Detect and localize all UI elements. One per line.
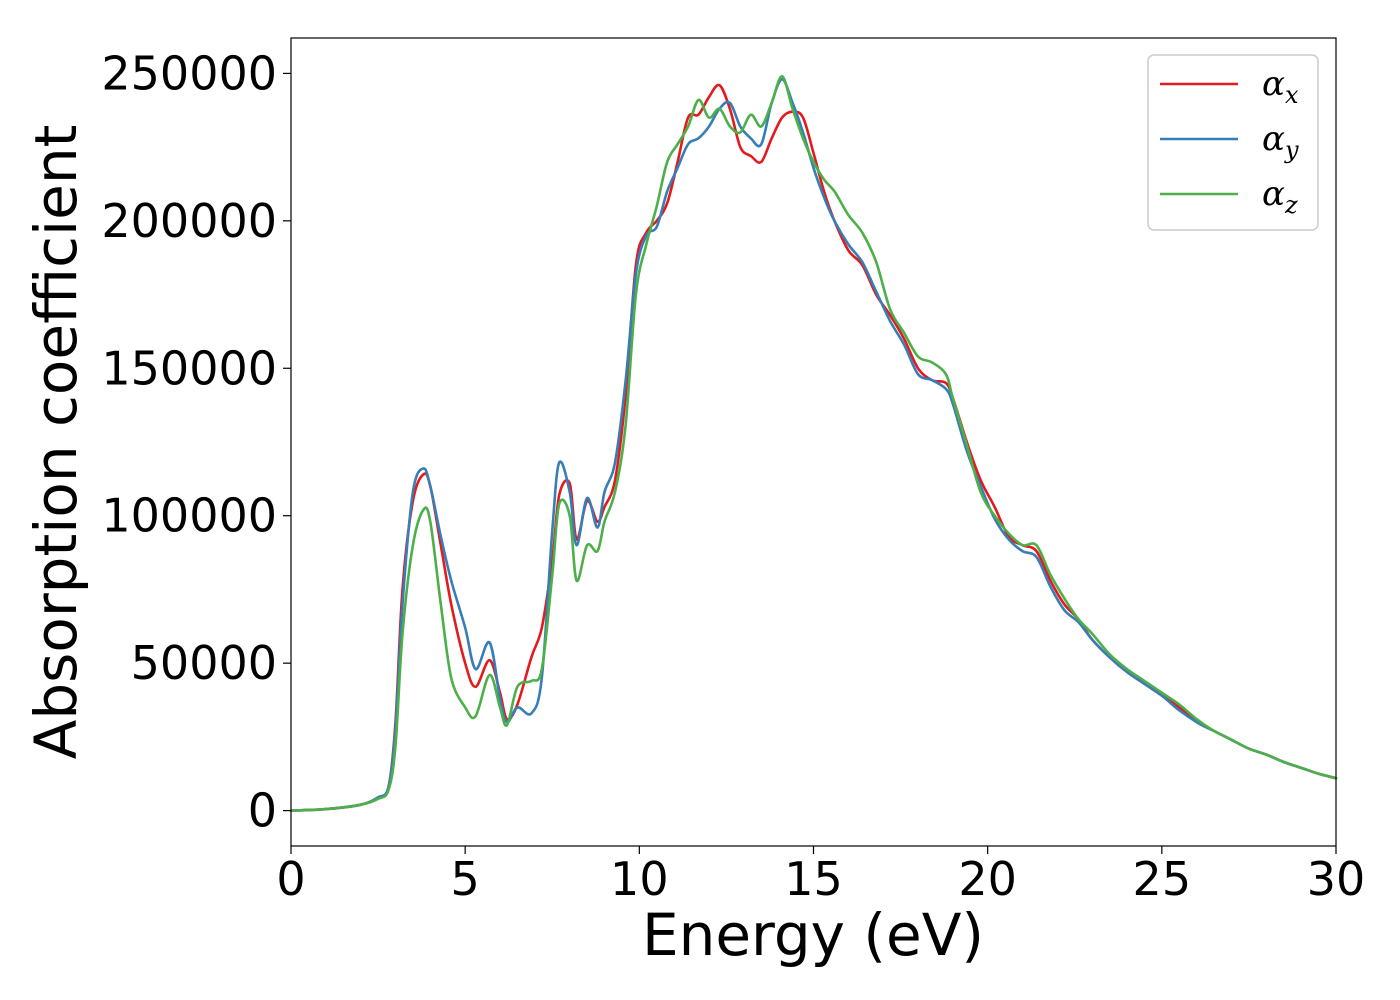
x-tick-label: 15 — [784, 852, 843, 906]
x-axis: 0 5 10 15 20 25 30 — [276, 846, 1365, 906]
x-tick-label: 25 — [1133, 852, 1192, 906]
y-tick-label: 200000 — [101, 194, 277, 248]
legend-label: αy — [1262, 119, 1299, 164]
legend-label: αz — [1262, 174, 1298, 219]
x-tick-label: 5 — [451, 852, 480, 906]
y-tick-label: 150000 — [101, 341, 277, 395]
legend-entry-x: αx — [1160, 64, 1299, 109]
y-axis: 0 50000 100000 150000 200000 250000 — [101, 46, 291, 838]
legend-label: αx — [1262, 64, 1299, 109]
x-tick-label: 20 — [958, 852, 1017, 906]
x-axis-title: Energy (eV) — [642, 901, 984, 969]
y-tick-label: 250000 — [101, 46, 277, 100]
legend-entry-z: αz — [1160, 174, 1298, 219]
x-tick-label: 30 — [1307, 852, 1366, 906]
series-layer — [289, 74, 1338, 812]
series-line-z — [289, 74, 1338, 812]
y-tick-label: 0 — [248, 784, 277, 838]
x-tick-label: 10 — [610, 852, 669, 906]
y-axis-title: Absorption coefficient — [22, 125, 90, 760]
x-tick-label: 0 — [276, 852, 305, 906]
legend-box — [1147, 54, 1319, 231]
series-line-y — [289, 78, 1338, 812]
legend-entry-y: αy — [1160, 119, 1299, 164]
y-tick-label: 100000 — [101, 489, 277, 543]
legend: αx αy αz — [1147, 54, 1319, 231]
y-tick-label: 50000 — [131, 636, 277, 690]
